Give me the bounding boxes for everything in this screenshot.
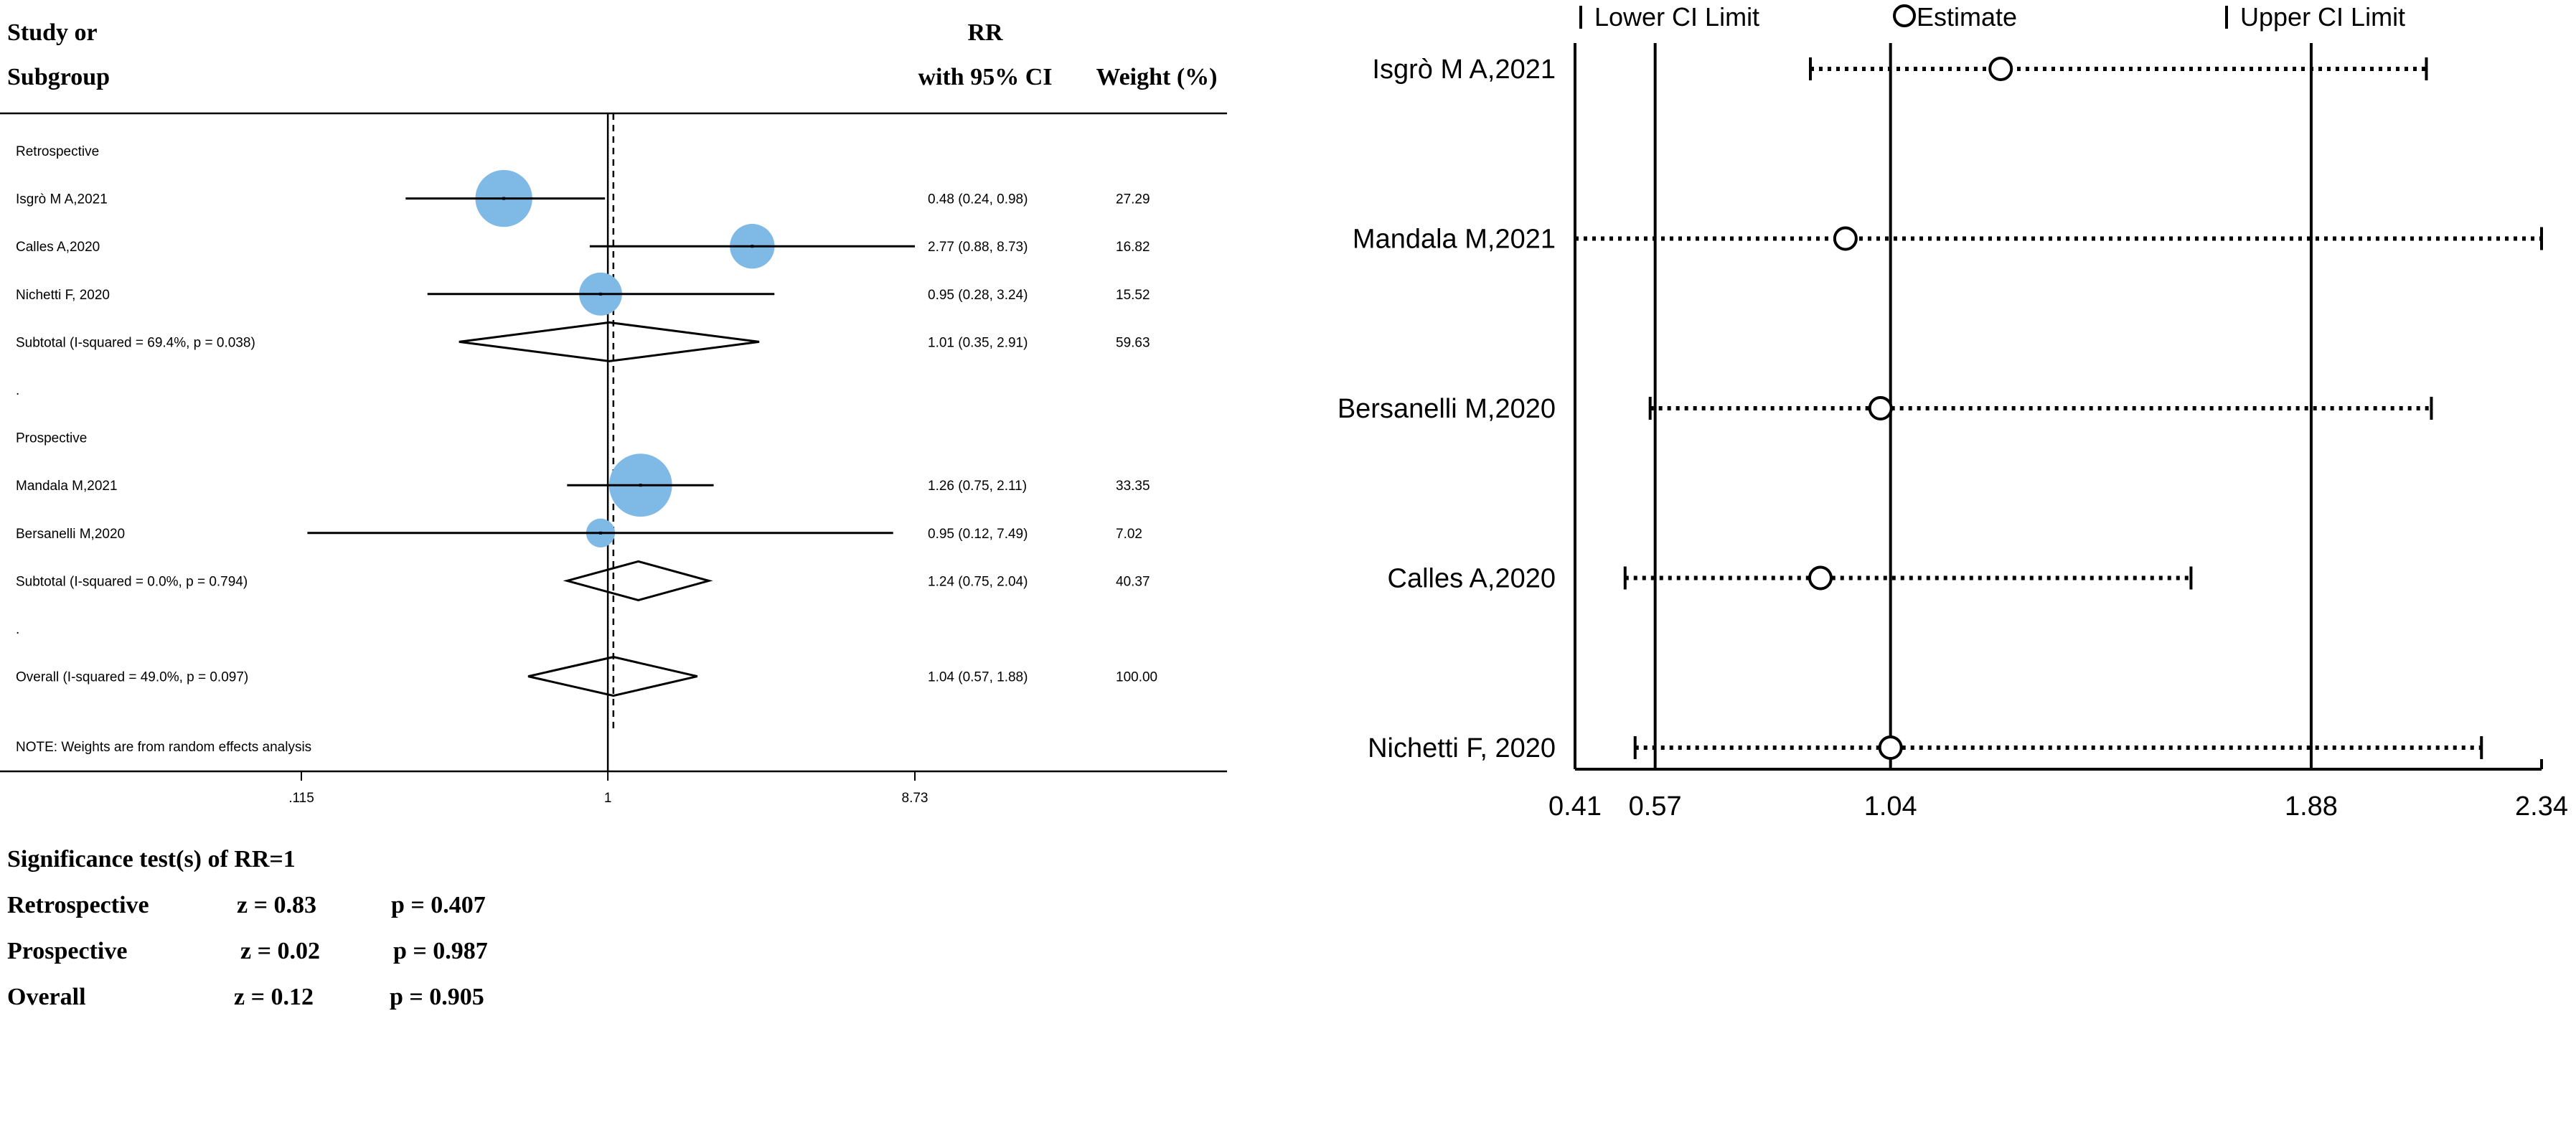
forest-plot: .115 1 8.73 Retrospective Isgrò M A,2021 0.48… (16, 113, 1157, 806)
header-ci: with 95% CI (918, 64, 1052, 90)
interval-study-label: Nichetti F, 2020 (1368, 733, 1556, 763)
study-label: Calles A,2020 (16, 240, 100, 255)
study-weight: 7.02 (1116, 527, 1142, 542)
interval-study-label: Bersanelli M,2020 (1338, 394, 1556, 424)
group-label: Prospective (16, 431, 87, 446)
interval-tick-label: 1.04 (1864, 791, 1917, 822)
sig-label-overall: Overall (7, 984, 86, 1010)
sig-p-overall: p = 0.905 (390, 984, 484, 1010)
study-ci-text: 0.95 (0.12, 7.49) (928, 527, 1028, 542)
interval-study-label: Mandala M,2021 (1353, 225, 1556, 255)
study-ci-text: 0.48 (0.24, 0.98) (928, 192, 1028, 207)
study-label: Bersanelli M,2020 (16, 527, 125, 542)
estimate-marker (1878, 735, 1903, 760)
study-point (598, 292, 602, 296)
subtotal-weight: 40.37 (1116, 574, 1150, 589)
study-weight: 15.52 (1116, 288, 1150, 303)
blank-label: . (16, 383, 19, 398)
sig-label-prospective: Prospective (7, 938, 127, 964)
subtotal-ci-text: 1.24 (0.75, 2.04) (928, 574, 1028, 589)
study-point (502, 197, 506, 200)
legend-upper-label: Upper CI Limit (2240, 2, 2405, 32)
study-label: Mandala M,2021 (16, 479, 118, 494)
header-rr: RR (967, 19, 1003, 46)
estimate-marker (1808, 565, 1833, 591)
interval-legend: Lower CI Limit Estimate Upper CI Limit (1579, 2, 2405, 32)
estimate-marker (1988, 57, 2013, 81)
interval-tick-label: 0.41 (1548, 791, 1602, 822)
header-study: Study or (7, 19, 98, 46)
overall-label: Overall (I-squared = 49.0%, p = 0.097) (16, 670, 248, 685)
interval-tick-label: 0.57 (1629, 791, 1682, 822)
study-ci-text: 1.26 (0.75, 2.11) (928, 479, 1027, 494)
sig-z-retrospective: z = 0.83 (237, 892, 316, 918)
overall-weight: 100.00 (1116, 670, 1157, 685)
study-weight: 16.82 (1116, 240, 1150, 255)
x-tick-label: .115 (288, 791, 314, 806)
subtotal-diamond (459, 321, 760, 362)
interval-study-label: Calles A,2020 (1388, 564, 1556, 594)
interval-tick-label: 2.34 (2515, 791, 2568, 822)
interval-plot: 0.41 0.57 1.04 1.88 2.34 Isgrò M A,2021 Mandal… (1338, 43, 2568, 822)
study-point (639, 484, 642, 487)
estimate-marker (1868, 396, 1893, 420)
subtotal-ci-text: 1.01 (0.35, 2.91) (928, 335, 1028, 350)
legend-estimate-marker (1893, 4, 1916, 27)
study-point (751, 245, 754, 248)
significance-tests: Significance test(s) of RR=1 Retrospecti… (7, 846, 488, 1010)
overall-ci-text: 1.04 (0.57, 1.88) (928, 670, 1028, 685)
sig-z-prospective: z = 0.02 (240, 938, 320, 964)
x-tick-label: 8.73 (902, 791, 929, 806)
sig-z-overall: z = 0.12 (234, 984, 314, 1010)
overall-diamond (527, 656, 698, 697)
study-label: Nichetti F, 2020 (16, 288, 110, 303)
sig-label-retrospective: Retrospective (7, 892, 149, 918)
x-tick-label: 1 (604, 791, 612, 806)
study-ci-text: 2.77 (0.88, 8.73) (928, 240, 1028, 255)
study-label: Isgrò M A,2021 (16, 192, 108, 207)
header-weight: Weight (%) (1096, 64, 1217, 90)
interval-tick-label: 1.88 (2285, 791, 2338, 822)
study-weight: 27.29 (1116, 192, 1150, 207)
group-label: Retrospective (16, 144, 99, 159)
left-header: Study or Subgroup RR with 95% CI Weight … (7, 19, 1218, 90)
subtotal-label: Subtotal (I-squared = 69.4%, p = 0.038) (16, 335, 255, 350)
subtotal-weight: 59.63 (1116, 335, 1150, 350)
estimate-marker (1833, 226, 1858, 251)
subtotal-label: Subtotal (I-squared = 0.0%, p = 0.794) (16, 574, 248, 589)
study-point (598, 531, 602, 535)
sig-p-retrospective: p = 0.407 (391, 892, 486, 918)
legend-estimate-label: Estimate (1917, 2, 2017, 32)
legend-lower-label: Lower CI Limit (1594, 2, 1759, 32)
blank-label: . (16, 622, 19, 637)
study-weight: 33.35 (1116, 479, 1150, 494)
interval-study-label: Isgrò M A,2021 (1372, 55, 1556, 85)
study-ci-text: 0.95 (0.28, 3.24) (928, 288, 1028, 303)
header-subgroup: Subgroup (7, 64, 110, 90)
subtotal-diamond (563, 560, 713, 601)
sig-p-prospective: p = 0.987 (393, 938, 488, 964)
significance-title: Significance test(s) of RR=1 (7, 846, 296, 873)
note-text: NOTE: Weights are from random effects an… (16, 740, 311, 755)
